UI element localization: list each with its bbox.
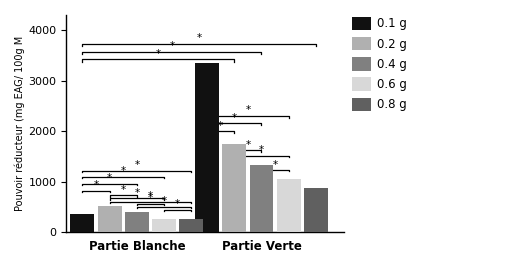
Bar xyxy=(179,219,203,232)
Text: *: * xyxy=(218,121,223,131)
Bar xyxy=(195,63,219,232)
Bar xyxy=(277,179,300,232)
Text: *: * xyxy=(134,188,140,198)
Bar xyxy=(250,165,273,232)
Text: *: * xyxy=(121,166,126,176)
Y-axis label: Pouvoir réducteur (mg EAG/ 100g M: Pouvoir réducteur (mg EAG/ 100g M xyxy=(15,36,25,211)
Bar xyxy=(70,214,94,232)
Text: *: * xyxy=(148,193,153,203)
Text: *: * xyxy=(156,49,161,59)
Text: *: * xyxy=(245,140,250,150)
Text: *: * xyxy=(175,199,180,209)
Text: *: * xyxy=(272,160,278,170)
Bar xyxy=(152,219,176,232)
Bar xyxy=(304,188,328,232)
Text: *: * xyxy=(169,41,175,51)
Text: *: * xyxy=(121,185,126,195)
Text: *: * xyxy=(148,191,153,201)
Legend: 0.1 g, 0.2 g, 0.4 g, 0.6 g, 0.8 g: 0.1 g, 0.2 g, 0.4 g, 0.6 g, 0.8 g xyxy=(352,17,407,111)
Bar xyxy=(222,144,247,232)
Text: *: * xyxy=(94,180,98,190)
Text: *: * xyxy=(259,145,264,155)
Text: *: * xyxy=(161,196,167,206)
Text: *: * xyxy=(232,113,237,123)
Bar xyxy=(98,206,122,232)
Text: *: * xyxy=(197,33,202,43)
Bar xyxy=(125,212,149,232)
Text: *: * xyxy=(107,173,112,183)
Text: *: * xyxy=(134,160,140,170)
Text: *: * xyxy=(245,105,250,115)
